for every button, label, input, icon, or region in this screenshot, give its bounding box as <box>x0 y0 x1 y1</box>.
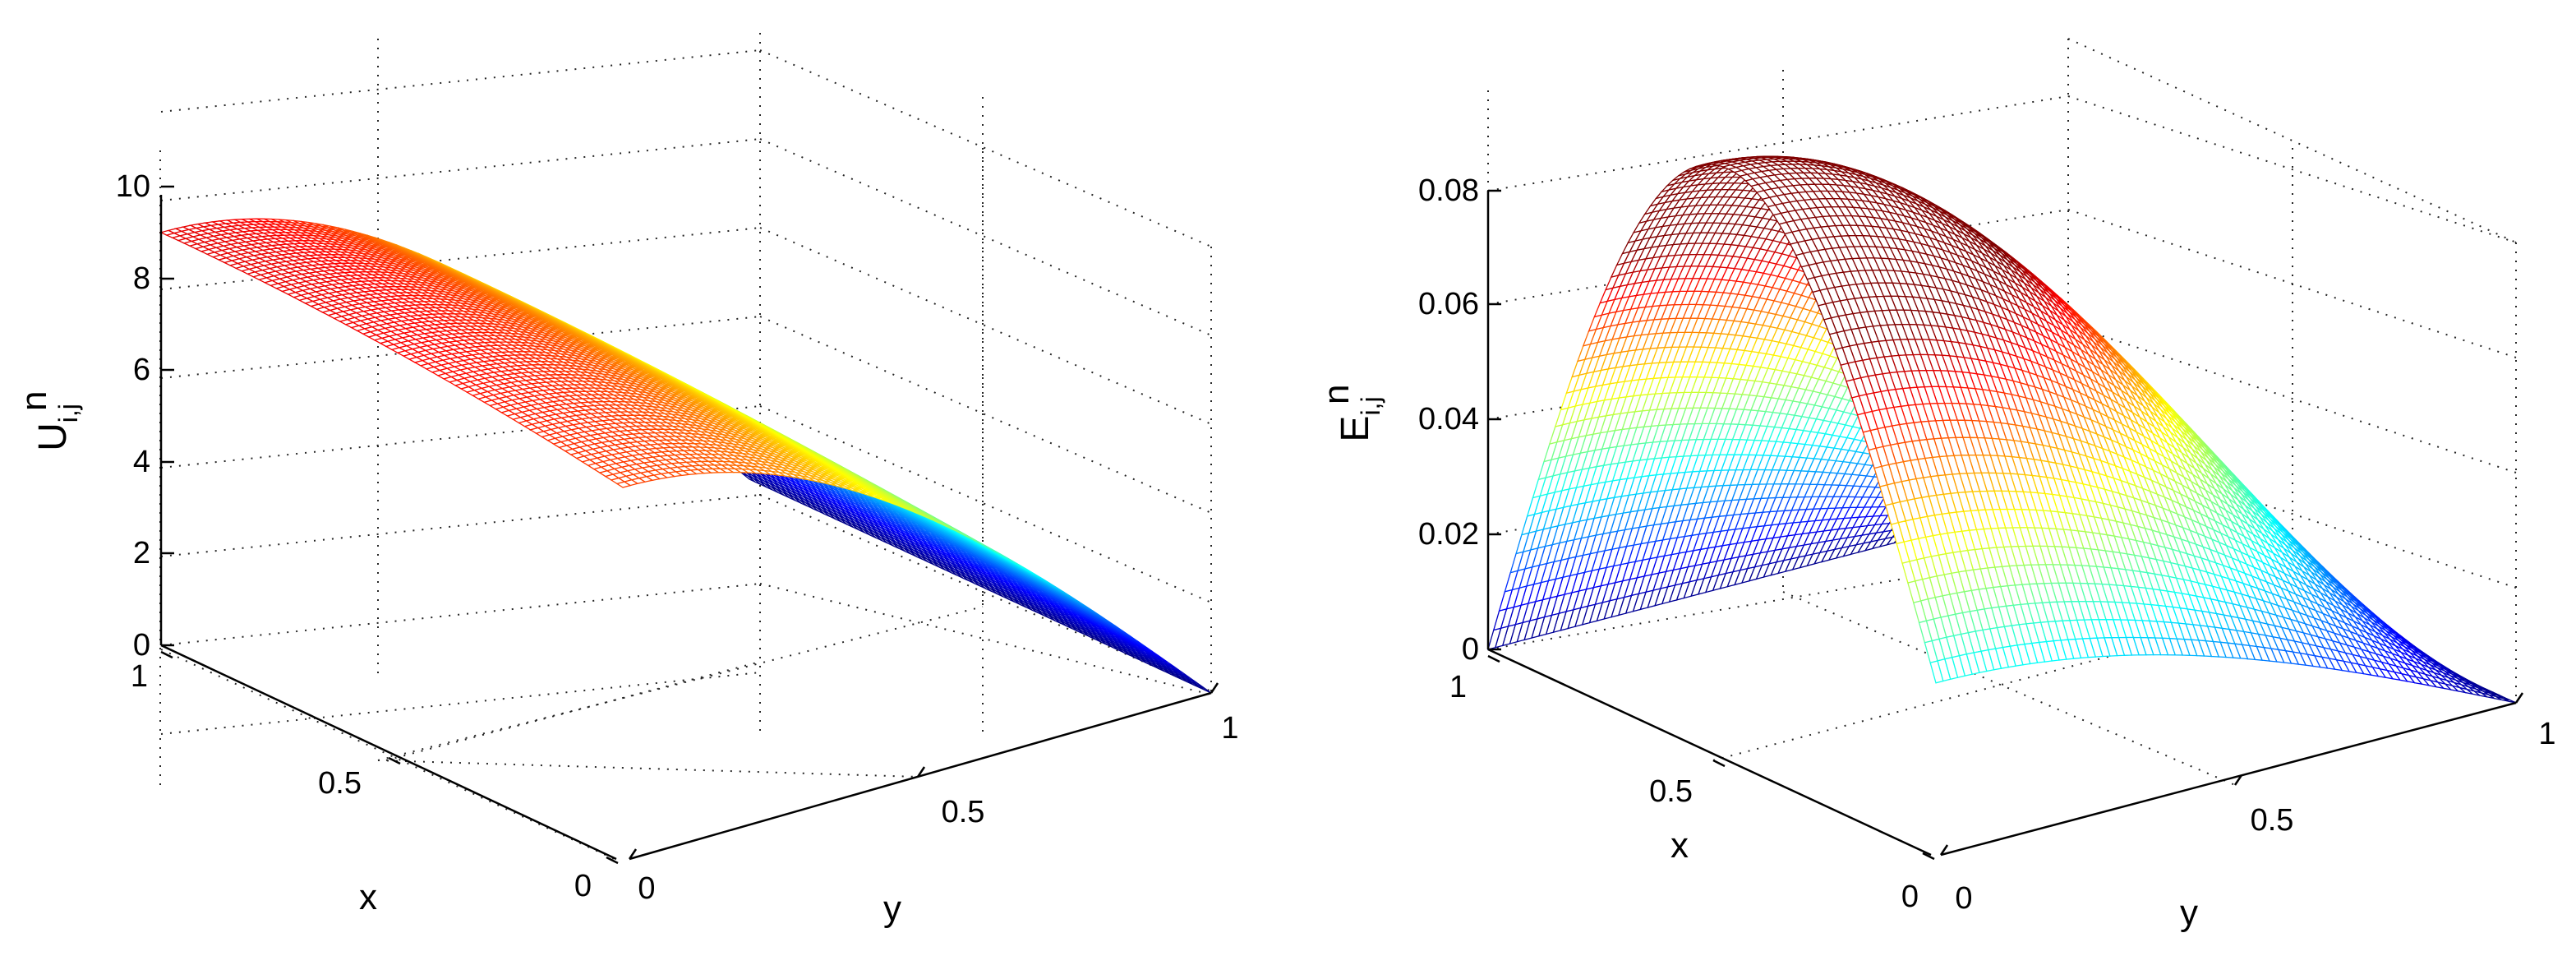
u-surface-mesh <box>159 218 1212 694</box>
u-surface-plot: 0 2 4 6 8 10 1 0.5 0 0 0.5 1 x y Ui,j <box>14 33 1239 929</box>
